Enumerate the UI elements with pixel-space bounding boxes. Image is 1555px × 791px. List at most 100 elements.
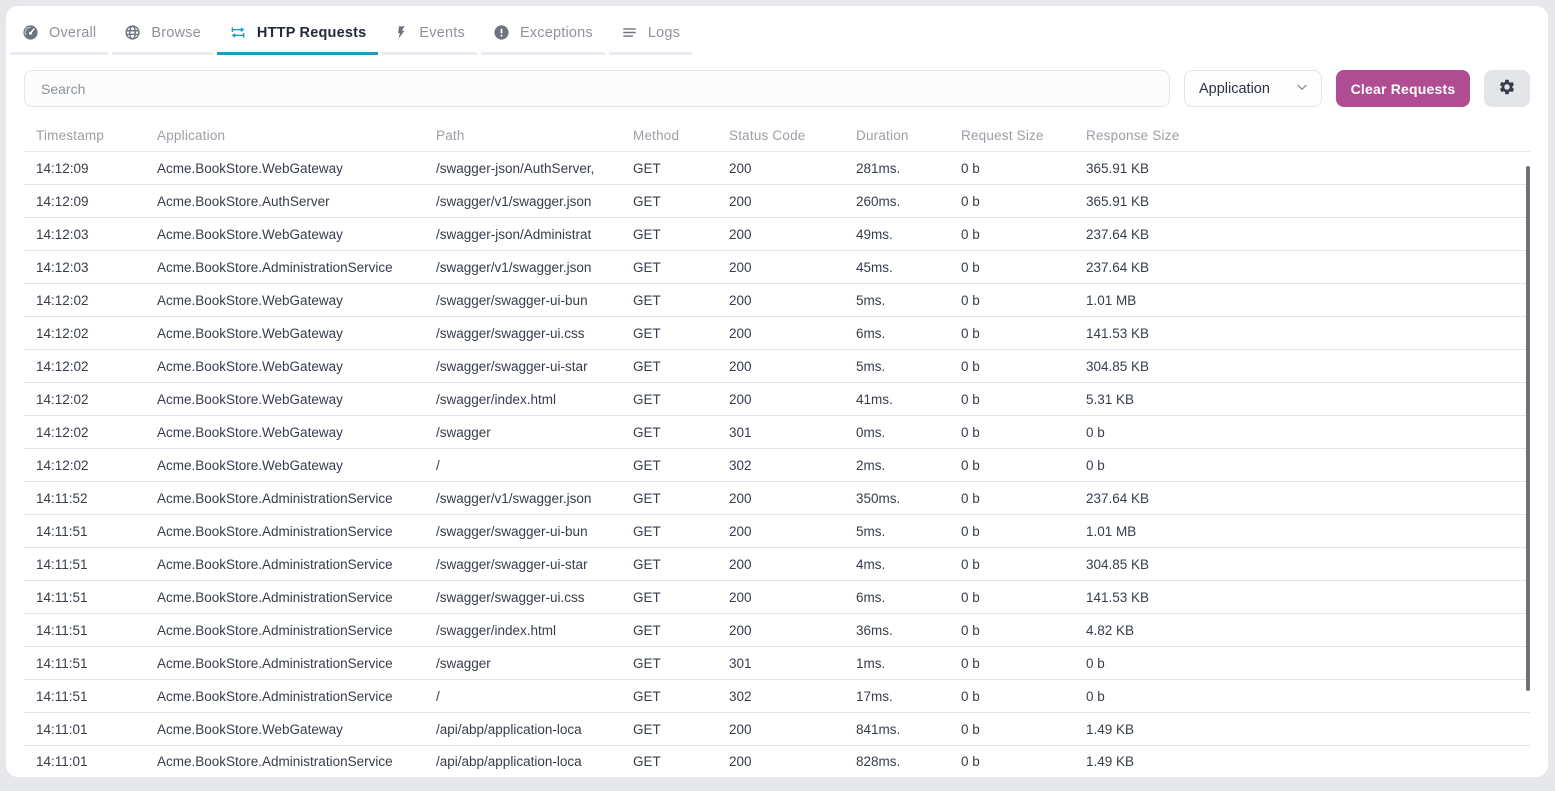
cell-duration: 17ms. [856,688,893,704]
cell-timestamp: 14:11:51 [36,523,88,539]
search-input[interactable] [24,70,1170,107]
tab-logs-label: Logs [647,24,681,41]
cell-method: GET [633,292,661,308]
table-scrollbar[interactable] [1526,166,1530,691]
cell-status-code: 200 [729,490,752,506]
cell-timestamp: 14:11:51 [36,655,88,671]
cell-timestamp: 14:11:51 [36,589,88,605]
cell-path: /swagger/swagger-ui-star [436,556,588,572]
exclamation-circle-icon [493,24,510,41]
cell-status-code: 200 [729,523,752,539]
column-header-request-size[interactable]: Request Size [961,127,1044,143]
cell-request-size: 0 b [961,424,980,440]
table-row[interactable]: 14:12:03 Acme.BookStore.WebGateway /swag… [24,217,1530,250]
column-header-method[interactable]: Method [633,127,680,143]
cell-method: GET [633,655,661,671]
cell-path: /swagger/swagger-ui-star [436,358,588,374]
cell-response-size: 0 b [1086,457,1105,473]
cell-application: Acme.BookStore.WebGateway [157,457,343,473]
clear-requests-button[interactable]: Clear Requests [1336,70,1470,107]
cell-application: Acme.BookStore.WebGateway [157,721,343,737]
table-row[interactable]: 14:11:51 Acme.BookStore.AdministrationSe… [24,646,1530,679]
cell-status-code: 200 [729,193,752,209]
cell-application: Acme.BookStore.WebGateway [157,226,343,242]
table-row[interactable]: 14:11:51 Acme.BookStore.AdministrationSe… [24,613,1530,646]
tab-browse[interactable]: Browse [112,16,213,55]
table-row[interactable]: 14:12:09 Acme.BookStore.AuthServer /swag… [24,184,1530,217]
cell-timestamp: 14:12:03 [36,259,89,275]
cell-duration: 45ms. [856,259,893,275]
column-header-response-size[interactable]: Response Size [1086,127,1180,143]
tab-events[interactable]: Events [382,16,477,55]
tab-exceptions-label: Exceptions [519,24,593,41]
settings-button[interactable] [1484,70,1530,107]
table-row[interactable]: 14:11:01 Acme.BookStore.WebGateway /api/… [24,712,1530,745]
cell-request-size: 0 b [961,226,980,242]
cell-request-size: 0 b [961,325,980,341]
cell-path: /swagger [436,424,491,440]
cell-path: /swagger/index.html [436,391,557,407]
cell-response-size: 237.64 KB [1086,226,1150,242]
cell-path: /swagger/v1/swagger.json [436,490,592,506]
cell-method: GET [633,688,661,704]
table-row[interactable]: 14:11:51 Acme.BookStore.AdministrationSe… [24,580,1530,613]
table-row[interactable]: 14:12:02 Acme.BookStore.WebGateway /swag… [24,283,1530,316]
chevron-down-icon [1295,80,1309,98]
tab-http-requests[interactable]: HTTP Requests [216,16,379,55]
table-row[interactable]: 14:12:02 Acme.BookStore.WebGateway /swag… [24,349,1530,382]
cell-request-size: 0 b [961,688,980,704]
cell-duration: 841ms. [856,721,901,737]
column-header-application[interactable]: Application [157,127,226,143]
cell-status-code: 301 [729,424,752,440]
tab-overall[interactable]: Overall [10,16,109,55]
cell-duration: 5ms. [856,358,886,374]
column-header-duration[interactable]: Duration [856,127,909,143]
cell-duration: 2ms. [856,457,886,473]
cell-duration: 49ms. [856,226,893,242]
application-filter-dropdown[interactable]: Application [1184,70,1322,107]
table-row[interactable]: 14:11:51 Acme.BookStore.AdministrationSe… [24,547,1530,580]
tab-logs[interactable]: Logs [608,16,693,55]
table-body: 14:12:09 Acme.BookStore.WebGateway /swag… [24,151,1530,777]
table-row[interactable]: 14:11:51 Acme.BookStore.AdministrationSe… [24,679,1530,712]
cell-duration: 281ms. [856,160,901,176]
cell-application: Acme.BookStore.AdministrationService [157,655,393,671]
table-row[interactable]: 14:12:02 Acme.BookStore.WebGateway /swag… [24,382,1530,415]
cell-path: / [436,457,440,473]
tab-exceptions[interactable]: Exceptions [480,16,605,55]
cell-path: /swagger/v1/swagger.json [436,193,592,209]
cell-request-size: 0 b [961,721,980,737]
cell-application: Acme.BookStore.WebGateway [157,424,343,440]
cell-response-size: 141.53 KB [1086,589,1150,605]
table-row[interactable]: 14:11:51 Acme.BookStore.AdministrationSe… [24,514,1530,547]
cell-method: GET [633,721,661,737]
table-row[interactable]: 14:12:03 Acme.BookStore.AdministrationSe… [24,250,1530,283]
table-row[interactable]: 14:11:01 Acme.BookStore.AdministrationSe… [24,745,1530,777]
cell-request-size: 0 b [961,589,980,605]
table-row[interactable]: 14:12:02 Acme.BookStore.WebGateway / GET… [24,448,1530,481]
cell-status-code: 200 [729,292,752,308]
table-row[interactable]: 14:12:02 Acme.BookStore.WebGateway /swag… [24,415,1530,448]
cell-request-size: 0 b [961,193,980,209]
requests-table: Timestamp Application Path Method Status… [24,119,1530,777]
table-row[interactable]: 14:12:09 Acme.BookStore.WebGateway /swag… [24,151,1530,184]
column-header-path[interactable]: Path [436,127,465,143]
cell-status-code: 302 [729,457,752,473]
cell-response-size: 1.49 KB [1086,721,1135,737]
gear-icon [1498,78,1516,99]
cell-status-code: 301 [729,655,752,671]
cell-response-size: 237.64 KB [1086,259,1150,275]
cell-application: Acme.BookStore.AdministrationService [157,556,393,572]
cell-method: GET [633,160,661,176]
cell-path: /swagger/index.html [436,622,557,638]
table-row[interactable]: 14:11:52 Acme.BookStore.AdministrationSe… [24,481,1530,514]
column-header-status-code[interactable]: Status Code [729,127,806,143]
cell-method: GET [633,358,661,374]
cell-timestamp: 14:12:02 [36,457,89,473]
cell-timestamp: 14:12:02 [36,292,89,308]
cell-path: /swagger/swagger-ui-bun [436,292,588,308]
cell-path: /api/abp/application-loca [436,721,582,737]
table-row[interactable]: 14:12:02 Acme.BookStore.WebGateway /swag… [24,316,1530,349]
cell-duration: 5ms. [856,292,886,308]
column-header-timestamp[interactable]: Timestamp [36,127,105,143]
